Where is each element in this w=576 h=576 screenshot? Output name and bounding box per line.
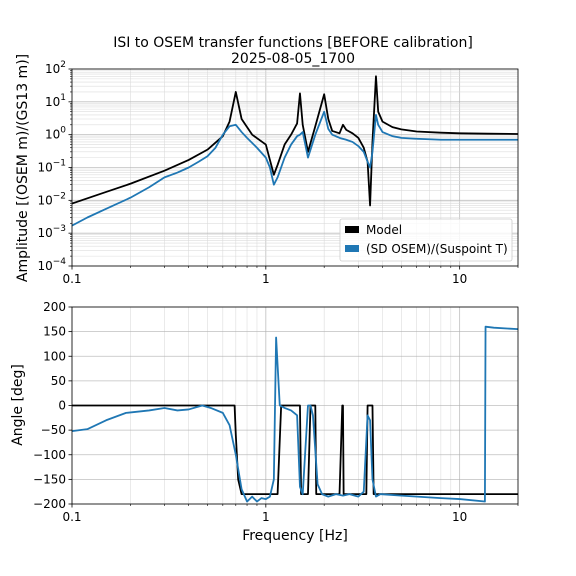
legend-swatch-measured [345,245,359,252]
legend-swatch-model [345,226,359,233]
amplitude-ticks: 0.1 1 10 10−4 10−3 10−2 10−1 100 101 102 [37,60,519,286]
phase-x-tick-label: 0.1 [62,510,81,524]
amplitude-x-tick-label: 0.1 [62,272,81,286]
phase-x-axis-label: Frequency [Hz] [242,528,348,544]
phase-plot: 0.1 1 10 −200 −150 −100 −50 0 50 100 150 200 Angle … [10,300,519,544]
amplitude-y-tick-label: 10−4 [37,257,66,273]
phase-y-tick-label: 0 [58,399,66,413]
amplitude-y-tick-label: 10−1 [37,159,66,175]
phase-grid [71,306,519,505]
phase-series [72,325,518,503]
amplitude-plot: 0.1 1 10 10−4 10−3 10−2 10−1 100 101 102 Amplitud… [15,54,519,286]
legend: Model (SD OSEM)/(Suspoint T) [339,218,513,262]
phase-series-line-model [72,404,518,496]
phase-y-tick-label: −100 [33,448,66,462]
phase-y-tick-label: 100 [43,349,66,363]
phase-x-tick-label: 10 [452,510,467,524]
figure-title-line2: 2025-08-05_1700 [231,51,355,67]
amplitude-y-tick-label: 101 [45,93,66,109]
amplitude-y-tick-label: 100 [45,126,66,142]
figure-title-line1: ISI to OSEM transfer functions [BEFORE c… [113,35,473,51]
phase-y-axis-label: Angle [deg] [10,364,26,446]
phase-x-tick-label: 1 [262,510,270,524]
phase-y-tick-label: −200 [33,497,66,511]
amplitude-series-line-measured [72,110,518,227]
legend-entry-measured: (SD OSEM)/(Suspoint T) [366,242,508,256]
phase-ticks: 0.1 1 10 −200 −150 −100 −50 0 50 100 150 200 [33,300,519,524]
amplitude-y-tick-label: 102 [45,60,66,76]
legend-entry-model: Model [366,223,402,237]
amplitude-y-tick-label: 10−2 [37,191,66,207]
phase-y-tick-label: −50 [41,423,66,437]
amplitude-x-tick-label: 10 [452,272,467,286]
amplitude-y-axis-label: Amplitude [(OSEM m)/(GS13 m)] [15,54,31,282]
phase-y-tick-label: 200 [43,300,66,314]
legend-frame [339,218,513,262]
phase-series-line-measured [72,325,518,503]
amplitude-series [72,75,518,227]
phase-y-tick-label: −150 [33,472,66,486]
amplitude-x-tick-label: 1 [262,272,270,286]
amplitude-series-line-model [72,75,518,207]
phase-y-tick-label: 150 [43,325,66,339]
amplitude-y-tick-label: 10−3 [37,224,66,240]
phase-y-tick-label: 50 [51,374,66,388]
